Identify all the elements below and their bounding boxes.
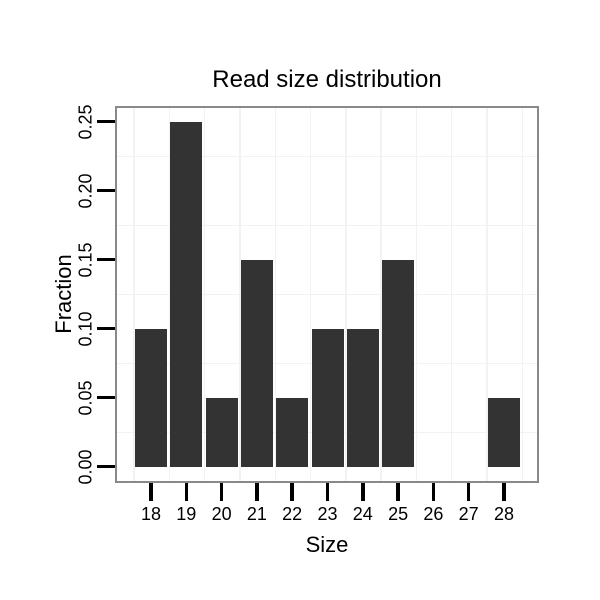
y-axis-title: Fraction	[51, 254, 76, 334]
x-axis-tick	[255, 483, 259, 501]
gridline-horizontal-minor	[117, 225, 537, 227]
y-tick-label: 0.00	[75, 448, 96, 485]
gridline-horizontal-minor	[117, 294, 537, 296]
x-tick-label: 24	[352, 504, 373, 524]
y-tick-label: 0.10	[75, 310, 96, 347]
x-axis-tick	[290, 483, 294, 501]
y-axis-tick	[97, 395, 115, 400]
x-tick-label: 19	[176, 504, 197, 524]
bar-size-19	[170, 121, 203, 467]
x-axis-tick	[361, 483, 365, 501]
x-tick-label: 26	[423, 504, 444, 524]
x-axis-tick	[184, 483, 189, 501]
bar-size-21	[240, 259, 273, 467]
y-axis-tick	[97, 326, 115, 331]
y-axis-tick	[97, 257, 115, 262]
bar-size-25	[382, 259, 415, 467]
x-axis-tick	[396, 483, 400, 501]
bar-size-24	[346, 328, 379, 467]
y-tick-label: 0.20	[75, 172, 96, 209]
x-axis-tick	[466, 483, 471, 501]
y-axis-tick	[97, 119, 115, 124]
y-tick-label: 0.25	[75, 103, 96, 140]
x-tick-label: 18	[140, 504, 162, 524]
x-axis-tick	[325, 483, 330, 501]
x-tick-label: 27	[458, 504, 479, 524]
x-tick-label: 25	[388, 504, 409, 524]
x-tick-label: 20	[211, 504, 232, 524]
y-axis-tick	[97, 464, 115, 469]
x-axis-title: Size	[305, 532, 349, 557]
gridline-horizontal-minor	[117, 156, 537, 158]
bar-size-18	[135, 328, 167, 467]
bar-size-22	[276, 397, 309, 467]
x-axis-tick	[219, 483, 224, 501]
y-axis-tick	[97, 188, 115, 193]
x-tick-label: 23	[317, 504, 338, 524]
plot-panel	[115, 106, 539, 483]
x-tick-label: 21	[246, 504, 267, 524]
x-tick-label: 22	[282, 504, 303, 524]
x-tick-label: 28	[493, 504, 515, 524]
x-axis-tick	[149, 483, 153, 501]
y-tick-label: 0.15	[75, 241, 96, 278]
bar-size-28	[488, 397, 520, 467]
bar-size-23	[311, 328, 344, 467]
x-axis-tick	[431, 483, 436, 501]
x-axis-tick	[502, 483, 506, 501]
chart-title: Read size distribution	[212, 66, 442, 93]
bar-size-20	[205, 397, 238, 467]
y-tick-label: 0.05	[75, 379, 96, 416]
